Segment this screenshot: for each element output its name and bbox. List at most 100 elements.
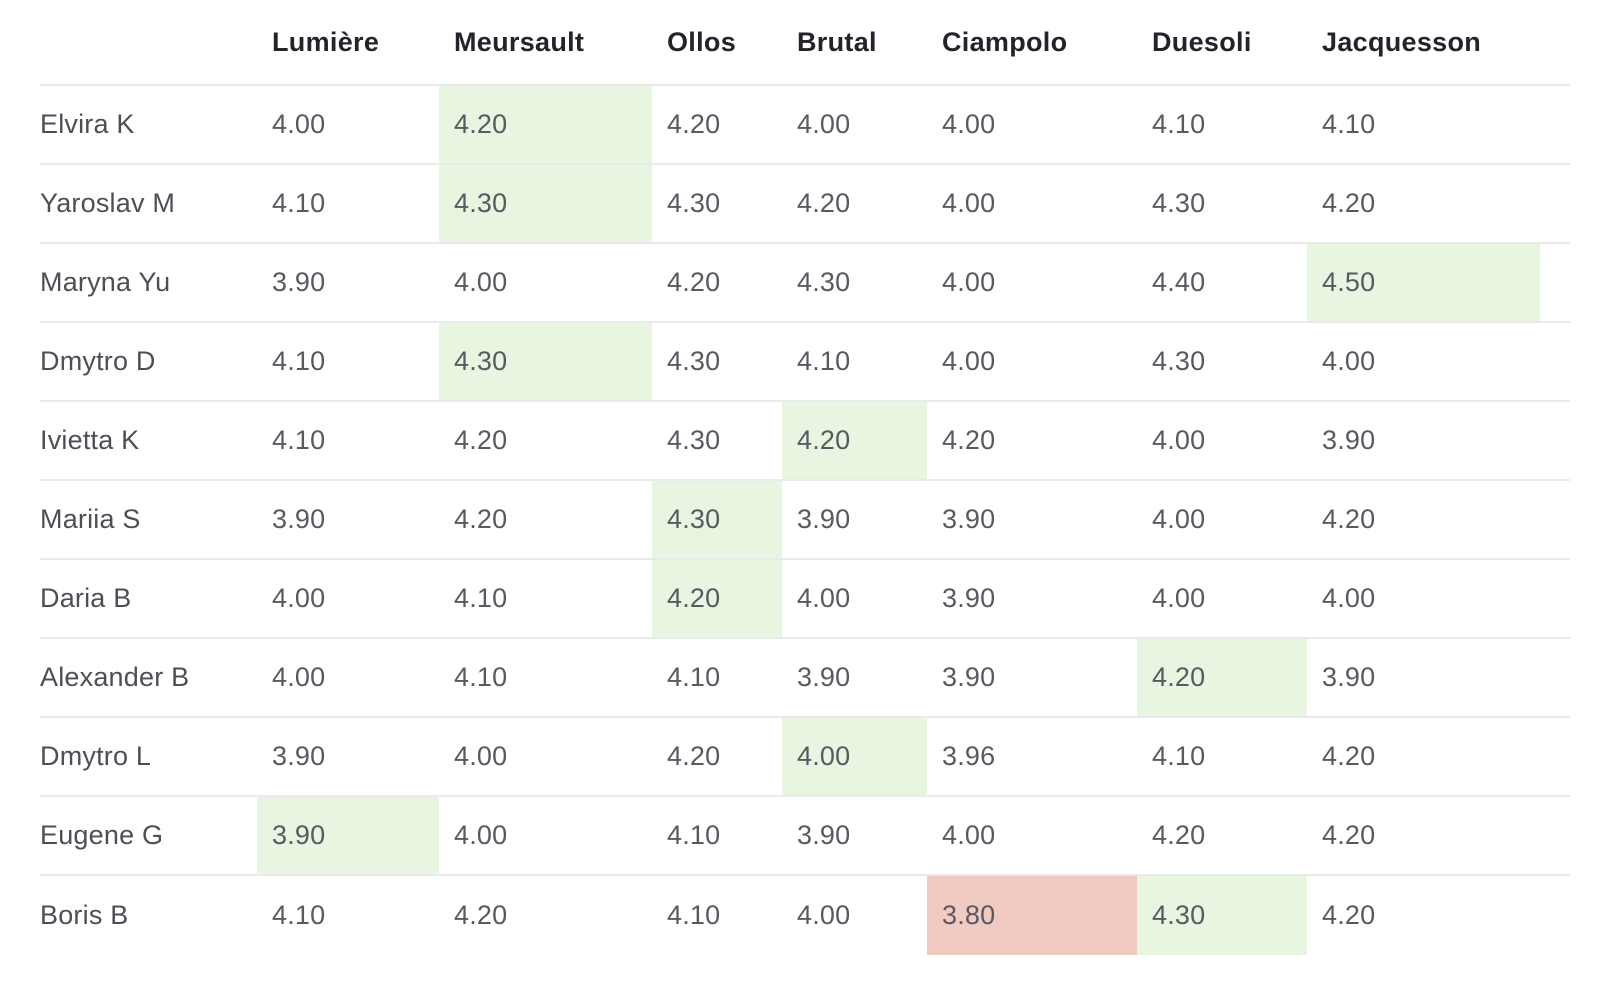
value-cell: 4.00: [272, 662, 326, 692]
value-cell: 4.00: [942, 346, 996, 376]
header-cell-empty: [40, 0, 257, 84]
value-cell: 3.90: [1322, 425, 1376, 455]
value-cell: 4.10: [1152, 109, 1206, 139]
value-cell: 4.10: [454, 662, 508, 692]
value-cell: 4.10: [272, 188, 326, 218]
value-cell: 4.40: [1152, 267, 1206, 297]
value-cell: 4.00: [797, 900, 851, 930]
header-cell-ollos: Ollos: [667, 26, 737, 57]
header-cell-meursault: Meursault: [454, 26, 585, 57]
value-cell: 4.30: [667, 346, 721, 376]
value-cell: 4.20: [1152, 820, 1206, 850]
value-cell: 4.00: [942, 188, 996, 218]
value-cell-best: 4.20: [782, 402, 927, 479]
value-cell: 4.30: [667, 425, 721, 455]
header-cell-duesoli: Duesoli: [1152, 26, 1252, 57]
row-name-cell: Dmytro D: [40, 346, 156, 376]
table-row: Mariia S 3.90 4.20 4.30 3.90 3.90 4.00 4.20: [40, 481, 1570, 560]
value-cell: 4.10: [1152, 741, 1206, 771]
value-cell: 4.10: [272, 346, 326, 376]
table-row: Eugene G 3.90 4.00 4.10 3.90 4.00 4.20 4.20: [40, 797, 1570, 876]
value-cell-best: 4.30: [439, 323, 652, 400]
table-row: Ivietta K 4.10 4.20 4.30 4.20 4.20 4.00 3.90: [40, 402, 1570, 481]
value-cell: 4.00: [1152, 504, 1206, 534]
value-cell: 4.00: [1152, 425, 1206, 455]
value-cell: 4.00: [1322, 583, 1376, 613]
table-row: Daria B 4.00 4.10 4.20 4.00 3.90 4.00 4.00: [40, 560, 1570, 639]
header-cell-lumiere: Lumière: [272, 26, 380, 57]
value-cell: 4.20: [454, 425, 508, 455]
value-cell: 3.90: [797, 504, 851, 534]
value-cell: 4.00: [272, 583, 326, 613]
value-cell: 3.90: [272, 267, 326, 297]
table-header-row: Lumière Meursault Ollos Brutal Ciampolo …: [40, 0, 1570, 86]
value-cell: 4.20: [667, 267, 721, 297]
row-name-cell: Ivietta K: [40, 425, 140, 455]
value-cell: 4.10: [272, 900, 326, 930]
value-cell: 4.20: [667, 741, 721, 771]
value-cell: 4.30: [1152, 346, 1206, 376]
header-cell-ciampolo: Ciampolo: [942, 26, 1068, 57]
value-cell: 4.00: [942, 267, 996, 297]
value-cell: 4.00: [454, 820, 508, 850]
table-body: Elvira K 4.00 4.20 4.20 4.00 4.00 4.10 4.10 Yaro…: [40, 86, 1570, 955]
value-cell: 4.00: [797, 583, 851, 613]
value-cell: 4.30: [667, 188, 721, 218]
row-name-cell: Elvira K: [40, 109, 135, 139]
row-name-cell: Daria B: [40, 583, 132, 613]
table-row: Dmytro D 4.10 4.30 4.30 4.10 4.00 4.30 4.00: [40, 323, 1570, 402]
value-cell: 4.10: [797, 346, 851, 376]
table-row: Yaroslav M 4.10 4.30 4.30 4.20 4.00 4.30 4.20: [40, 165, 1570, 244]
value-cell: 3.90: [942, 583, 996, 613]
value-cell: 4.30: [797, 267, 851, 297]
value-cell-best: 4.20: [1137, 639, 1307, 716]
row-name-cell: Mariia S: [40, 504, 141, 534]
value-cell: 4.20: [1322, 188, 1376, 218]
value-cell: 4.00: [454, 741, 508, 771]
value-cell: 4.10: [667, 820, 721, 850]
value-cell: 4.20: [1322, 504, 1376, 534]
table-row: Dmytro L 3.90 4.00 4.20 4.00 3.96 4.10 4.20: [40, 718, 1570, 797]
value-cell: 4.00: [797, 109, 851, 139]
value-cell-best: 4.20: [652, 560, 782, 637]
value-cell: 4.30: [1152, 188, 1206, 218]
value-cell: 4.20: [942, 425, 996, 455]
row-name-cell: Alexander B: [40, 662, 190, 692]
row-name-cell: Eugene G: [40, 820, 164, 850]
value-cell: 4.00: [1152, 583, 1206, 613]
value-cell: 4.20: [1322, 900, 1376, 930]
value-cell: 3.90: [942, 662, 996, 692]
value-cell-best: 4.30: [439, 165, 652, 242]
value-cell-best: 4.30: [652, 481, 782, 558]
value-cell: 4.10: [454, 583, 508, 613]
value-cell: 4.00: [942, 820, 996, 850]
value-cell: 4.10: [272, 425, 326, 455]
value-cell: 4.10: [667, 662, 721, 692]
value-cell: 4.10: [667, 900, 721, 930]
value-cell: 3.90: [272, 741, 326, 771]
row-name-cell: Yaroslav M: [40, 188, 176, 218]
value-cell: 4.00: [272, 109, 326, 139]
value-cell: 3.90: [1322, 662, 1376, 692]
value-cell: 4.00: [454, 267, 508, 297]
value-cell-best: 4.20: [439, 86, 652, 163]
value-cell-worst: 3.80: [927, 876, 1137, 955]
header-cell-brutal: Brutal: [797, 26, 877, 57]
table-row: Alexander B 4.00 4.10 4.10 3.90 3.90 4.20 3.90: [40, 639, 1570, 718]
value-cell-best: 4.50: [1307, 244, 1540, 321]
row-name-cell: Dmytro L: [40, 741, 152, 771]
value-cell: 3.90: [272, 504, 326, 534]
ratings-table: Lumière Meursault Ollos Brutal Ciampolo …: [40, 0, 1570, 955]
value-cell: 3.90: [797, 662, 851, 692]
table-row: Maryna Yu 3.90 4.00 4.20 4.30 4.00 4.40 4.50: [40, 244, 1570, 323]
value-cell: 3.96: [942, 741, 996, 771]
table-row: Boris B 4.10 4.20 4.10 4.00 3.80 4.30 4.20: [40, 876, 1570, 955]
value-cell-best: 4.00: [782, 718, 927, 795]
value-cell: 4.20: [667, 109, 721, 139]
value-cell: 4.20: [797, 188, 851, 218]
value-cell: 4.20: [454, 900, 508, 930]
value-cell: 3.90: [797, 820, 851, 850]
value-cell-best: 4.30: [1137, 876, 1307, 955]
row-name-cell: Boris B: [40, 900, 129, 930]
header-cell-jacquesson: Jacquesson: [1322, 26, 1482, 57]
